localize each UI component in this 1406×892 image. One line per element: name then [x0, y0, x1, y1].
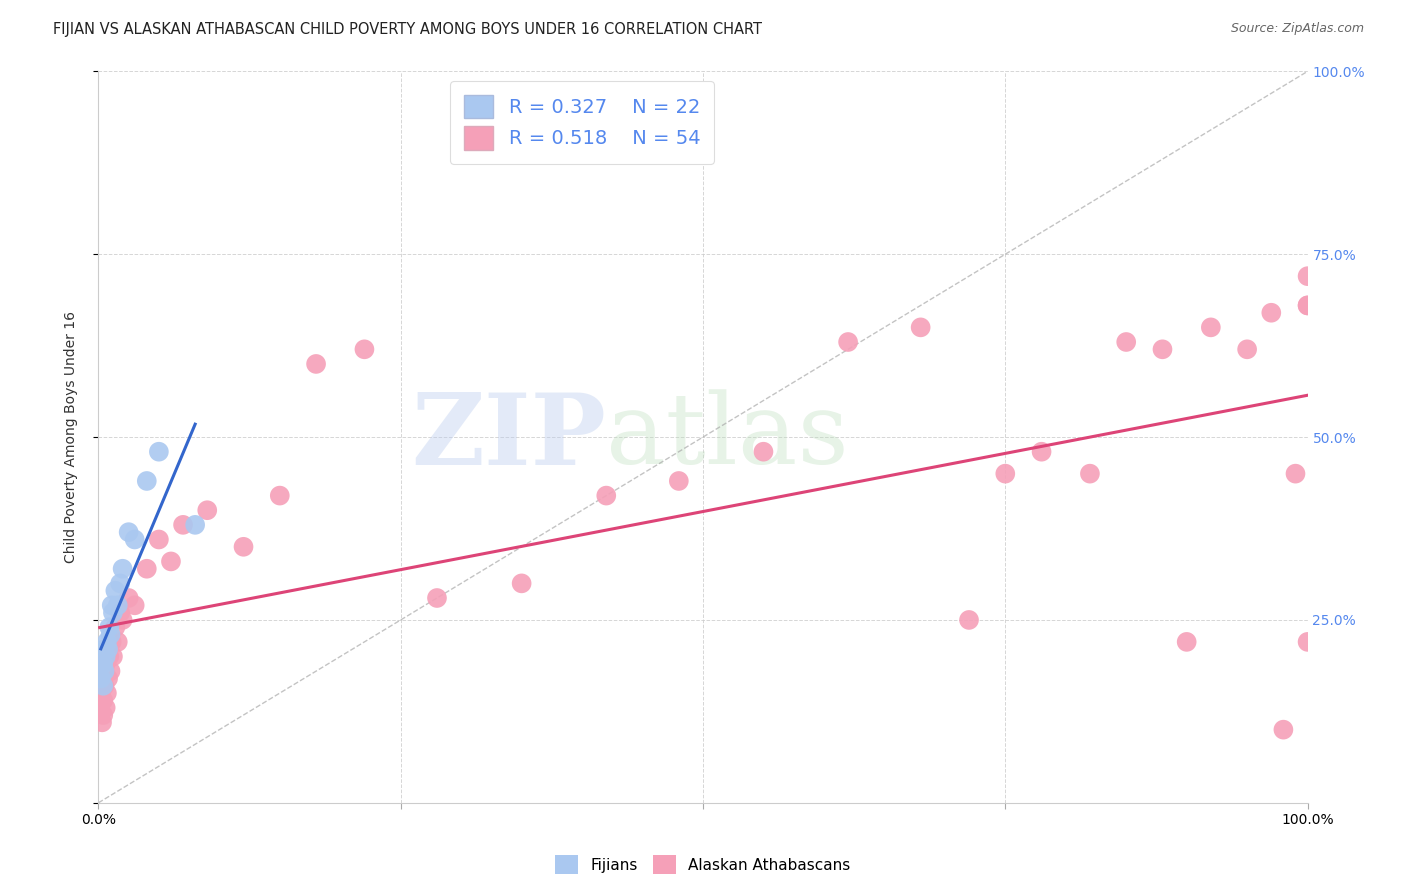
Point	[100, 664, 122, 678]
Point	[426, 591, 449, 605]
Point	[100, 599, 122, 613]
Point	[94, 657, 117, 671]
Point	[1296, 298, 1319, 312]
Point	[93, 642, 115, 657]
Y-axis label: Child Poverty Among Boys Under 16: Child Poverty Among Boys Under 16	[63, 311, 77, 563]
Point	[1236, 343, 1258, 357]
Text: FIJIAN VS ALASKAN ATHABASCAN CHILD POVERTY AMONG BOYS UNDER 16 CORRELATION CHART: FIJIAN VS ALASKAN ATHABASCAN CHILD POVER…	[53, 22, 762, 37]
Point	[91, 715, 114, 730]
Point	[101, 649, 124, 664]
Point	[510, 576, 533, 591]
Point	[100, 627, 122, 641]
Point	[94, 649, 117, 664]
Point	[91, 649, 114, 664]
Point	[108, 606, 131, 620]
Point	[101, 606, 124, 620]
Point	[91, 708, 114, 723]
Point	[93, 664, 115, 678]
Text: ZIP: ZIP	[412, 389, 606, 485]
Point	[96, 686, 118, 700]
Point	[135, 562, 157, 576]
Point	[668, 474, 690, 488]
Point	[93, 679, 115, 693]
Point	[107, 599, 129, 613]
Point	[957, 613, 980, 627]
Point	[98, 649, 121, 664]
Point	[111, 562, 134, 576]
Point	[91, 657, 114, 671]
Point	[135, 474, 157, 488]
Point	[1175, 635, 1198, 649]
Point	[118, 525, 141, 540]
Point	[1272, 723, 1295, 737]
Point	[93, 664, 115, 678]
Text: Source: ZipAtlas.com: Source: ZipAtlas.com	[1230, 22, 1364, 36]
Point	[91, 693, 114, 707]
Point	[90, 686, 112, 700]
Point	[111, 613, 134, 627]
Point	[160, 554, 183, 568]
Point	[184, 517, 207, 532]
Point	[124, 599, 146, 613]
Point	[104, 620, 127, 634]
Point	[107, 635, 129, 649]
Point	[94, 700, 117, 714]
Point	[148, 444, 170, 458]
Point	[1199, 320, 1222, 334]
Point	[104, 583, 127, 598]
Point	[98, 620, 121, 634]
Point	[172, 517, 194, 532]
Legend: Fijians, Alaskan Athabascans: Fijians, Alaskan Athabascans	[550, 849, 856, 880]
Point	[994, 467, 1017, 481]
Point	[1296, 635, 1319, 649]
Point	[97, 642, 120, 657]
Point	[1260, 306, 1282, 320]
Point	[90, 672, 112, 686]
Text: atlas: atlas	[606, 389, 849, 485]
Point	[752, 444, 775, 458]
Point	[232, 540, 254, 554]
Point	[910, 320, 932, 334]
Point	[108, 576, 131, 591]
Point	[353, 343, 375, 357]
Point	[1296, 298, 1319, 312]
Point	[91, 672, 114, 686]
Point	[148, 533, 170, 547]
Point	[1152, 343, 1174, 357]
Point	[837, 334, 859, 349]
Point	[96, 635, 118, 649]
Point	[89, 700, 111, 714]
Point	[118, 591, 141, 605]
Point	[195, 503, 218, 517]
Point	[97, 672, 120, 686]
Legend: R = 0.327    N = 22, R = 0.518    N = 54: R = 0.327 N = 22, R = 0.518 N = 54	[450, 81, 714, 163]
Point	[269, 489, 291, 503]
Point	[1284, 467, 1306, 481]
Point	[1031, 444, 1053, 458]
Point	[595, 489, 617, 503]
Point	[305, 357, 328, 371]
Point	[1078, 467, 1101, 481]
Point	[1296, 269, 1319, 284]
Point	[1115, 334, 1137, 349]
Point	[91, 679, 114, 693]
Point	[124, 533, 146, 547]
Point	[100, 635, 122, 649]
